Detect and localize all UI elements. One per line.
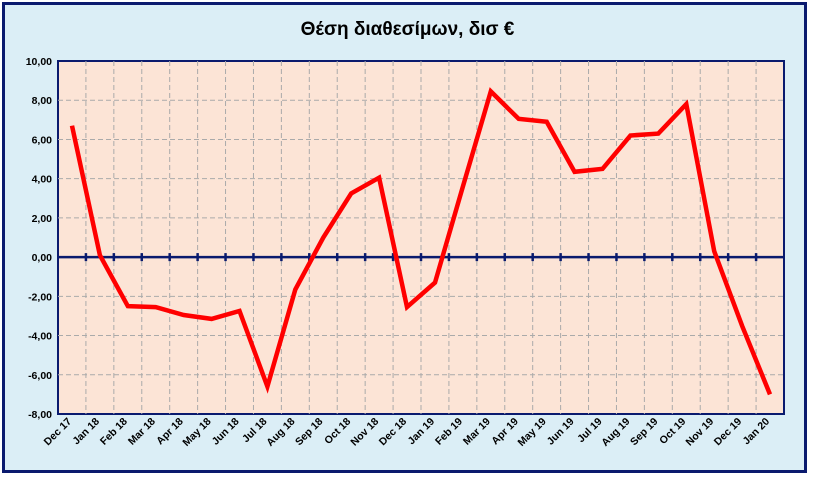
y-tick-label: 6,00	[32, 134, 53, 146]
y-tick-label: 4,00	[32, 174, 53, 186]
x-tick-label: May 18	[180, 416, 213, 449]
chart-frame: Θέση διαθεσίμων, δισ € -8,00 -6,00 -4,00 -2…	[2, 2, 807, 473]
x-tick-label: Oct 18	[322, 416, 353, 447]
zero-line-layer	[58, 253, 784, 262]
x-tick-label: Sep 19	[628, 416, 661, 449]
x-tick-label: Mar 18	[126, 416, 158, 448]
y-axis: -8,00 -6,00 -4,00 -2,00 0,00 2,00 4,00 6,00 8,00…	[26, 56, 52, 421]
y-tick-label: -4,00	[28, 331, 52, 343]
y-tick-label: 0,00	[32, 252, 53, 264]
x-tick-label: Aug 18	[264, 416, 297, 449]
x-tick-label: Mar 19	[461, 416, 493, 448]
x-tick-label: Feb 18	[98, 416, 130, 448]
x-tick-label: Jan 20	[741, 416, 773, 448]
x-tick-label: Dec 19	[712, 416, 745, 449]
y-tick-label: 2,00	[32, 213, 53, 225]
x-tick-label: May 19	[516, 416, 549, 449]
x-tick-label: Dec 18	[377, 416, 410, 449]
chart-title: Θέση διαθεσίμων, δισ €	[300, 19, 515, 40]
x-tick-label: Jan 18	[70, 416, 102, 448]
y-tick-label: -2,00	[28, 291, 52, 303]
x-tick-label: Jun 18	[210, 416, 242, 448]
x-tick-label: Oct 19	[657, 416, 688, 447]
series-layer	[69, 87, 773, 396]
x-tick-label: Nov 18	[348, 416, 381, 449]
y-tick-label: 10,00	[26, 56, 52, 68]
x-tick-label: Sep 18	[293, 416, 326, 449]
y-tick-label: -6,00	[28, 370, 52, 382]
x-tick-label: Nov 19	[683, 416, 716, 449]
x-tick-label: Jun 19	[545, 416, 577, 448]
chart-svg: -8,00 -6,00 -4,00 -2,00 0,00 2,00 4,00 6,00 8,00…	[26, 56, 785, 449]
series-line	[69, 87, 773, 396]
grid-layer	[58, 61, 784, 414]
x-tick-label: Jan 19	[405, 416, 437, 448]
y-tick-label: -8,00	[28, 409, 52, 421]
x-tick-label: Aug 19	[599, 416, 632, 449]
y-tick-label: 8,00	[32, 95, 53, 107]
x-tick-label: Feb 19	[433, 416, 465, 448]
